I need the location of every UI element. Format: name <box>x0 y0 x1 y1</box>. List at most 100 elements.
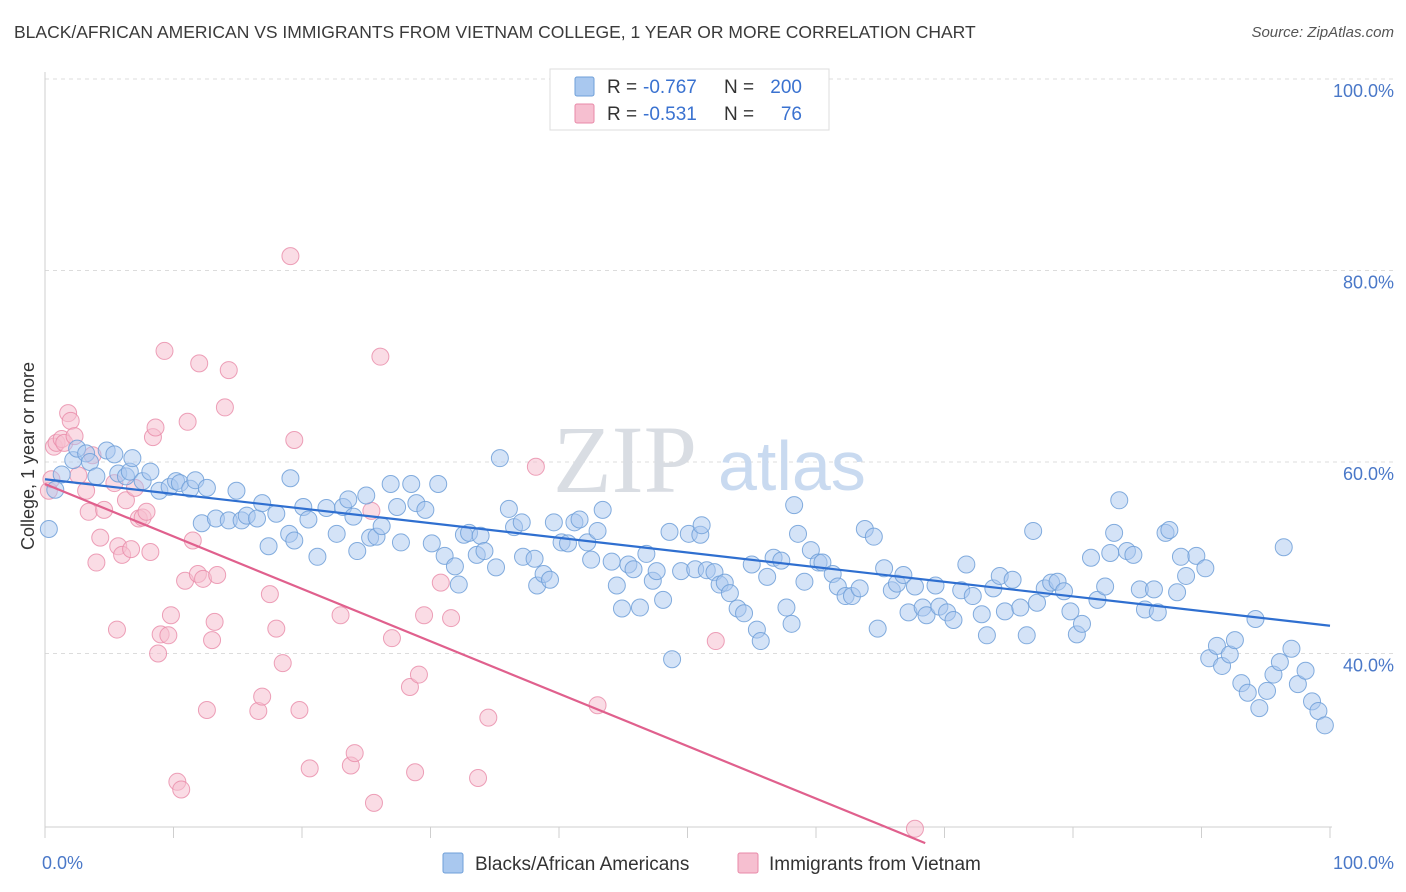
point-vietnam-68 <box>442 609 461 628</box>
point-vietnam-56 <box>300 759 319 778</box>
point-vietnam-63 <box>382 629 401 648</box>
legend-top-pink-swatch <box>574 103 595 124</box>
point-black-165 <box>1110 491 1129 510</box>
point-black-84 <box>602 552 621 571</box>
point-black-45 <box>357 486 376 505</box>
point-black-88 <box>624 560 643 579</box>
point-vietnam-49 <box>253 687 272 706</box>
point-vietnam-71 <box>526 457 545 476</box>
point-vietnam-55 <box>290 700 309 719</box>
point-black-92 <box>647 562 666 581</box>
point-black-65 <box>487 558 506 577</box>
point-black-39 <box>317 498 336 517</box>
point-black-50 <box>388 498 407 517</box>
point-black-187 <box>1250 699 1269 718</box>
point-black-185 <box>1238 683 1257 702</box>
point-black-86 <box>612 599 631 618</box>
point-black-173 <box>1160 520 1179 539</box>
point-vietnam-7 <box>61 411 80 430</box>
y-tick-label-40: 40.0% <box>1343 656 1394 676</box>
point-black-55 <box>422 534 441 553</box>
legend-top-blue-n-label: N = <box>724 77 754 98</box>
point-vietnam-43 <box>203 631 222 650</box>
point-vietnam-75 <box>415 606 434 625</box>
point-black-58 <box>445 557 464 576</box>
point-vietnam-32 <box>159 626 178 645</box>
point-black-112 <box>772 551 791 570</box>
legend-bottom: Blacks/African Americans Immigrants from… <box>442 852 981 875</box>
legend-top-pink-n-value: 76 <box>781 104 802 125</box>
legend-top-pink-r-label: R = <box>607 104 637 125</box>
legend-top-box <box>549 68 830 131</box>
point-vietnam-57 <box>331 606 350 625</box>
point-black-133 <box>905 577 924 596</box>
point-vietnam-35 <box>172 780 191 799</box>
point-black-141 <box>957 555 976 574</box>
point-vietnam-53 <box>281 247 300 266</box>
point-black-156 <box>1055 582 1074 601</box>
point-black-93 <box>654 590 673 609</box>
point-black-104 <box>720 584 739 603</box>
point-black-162 <box>1096 577 1115 596</box>
legend-top-blue-swatch <box>574 76 595 97</box>
point-vietnam-37 <box>178 412 197 431</box>
point-black-29 <box>248 509 267 528</box>
point-black-151 <box>1024 521 1043 540</box>
point-vietnam-20 <box>116 491 135 510</box>
point-black-171 <box>1148 603 1167 622</box>
point-black-51 <box>391 533 410 552</box>
point-black-49 <box>381 475 400 494</box>
point-vietnam-25 <box>137 502 156 521</box>
point-black-190 <box>1270 653 1289 672</box>
point-black-159 <box>1072 614 1091 633</box>
legend-bottom-pink-swatch <box>737 852 759 874</box>
point-black-152 <box>1028 593 1047 612</box>
legend-top: R = -0.767 N = 200 R = -0.531 N = 76 <box>549 68 830 131</box>
point-black-64 <box>475 542 494 561</box>
point-vietnam-62 <box>371 347 390 366</box>
x-tick-label-min: 0.0% <box>42 853 83 873</box>
x-tick-label-max: 100.0% <box>1333 853 1394 873</box>
point-black-22 <box>197 478 216 497</box>
point-vietnam-29 <box>149 644 168 663</box>
point-black-147 <box>995 602 1014 621</box>
point-black-95 <box>663 650 682 669</box>
point-black-82 <box>588 521 607 540</box>
point-black-115 <box>789 524 808 543</box>
point-black-89 <box>630 598 649 617</box>
point-vietnam-47 <box>219 361 238 380</box>
point-vietnam-40 <box>190 354 209 373</box>
point-vietnam-67 <box>431 573 450 592</box>
point-vietnam-17 <box>107 620 126 639</box>
point-black-26 <box>227 481 246 500</box>
point-vietnam-10 <box>77 481 96 500</box>
point-vietnam-45 <box>208 565 227 584</box>
point-black-186 <box>1246 610 1265 629</box>
point-black-110 <box>758 567 777 586</box>
point-black-90 <box>637 544 656 563</box>
point-black-192 <box>1282 639 1301 658</box>
point-black-81 <box>582 550 601 569</box>
point-black-2 <box>52 465 71 484</box>
point-black-71 <box>525 549 544 568</box>
axes <box>44 72 1332 828</box>
point-vietnam-64 <box>400 678 419 697</box>
y-tick-label-60: 60.0% <box>1343 464 1394 484</box>
point-black-177 <box>1187 546 1206 565</box>
point-black-48 <box>372 517 391 536</box>
point-black-144 <box>977 626 996 645</box>
point-black-199 <box>785 496 804 515</box>
point-black-75 <box>544 513 563 532</box>
point-black-160 <box>1081 548 1100 567</box>
point-black-43 <box>344 507 363 526</box>
point-black-85 <box>607 576 626 595</box>
point-black-180 <box>1207 636 1226 655</box>
watermark-zip: ZIP <box>553 406 697 513</box>
trend-lines <box>44 478 1331 845</box>
point-black-198 <box>692 516 711 535</box>
point-vietnam-26 <box>141 543 160 562</box>
point-black-59 <box>449 575 468 594</box>
point-black-193 <box>1288 675 1307 694</box>
legend-top-blue-r-label: R = <box>607 77 637 98</box>
